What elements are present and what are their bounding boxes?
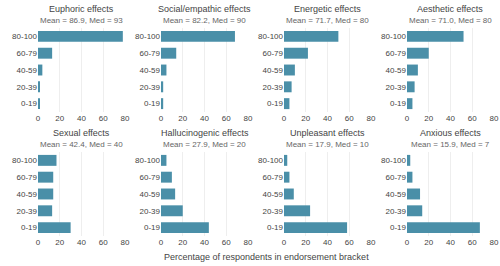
svg-text:0-19: 0-19: [144, 223, 161, 232]
svg-text:Mean = 27.9, Med = 20: Mean = 27.9, Med = 20: [163, 140, 246, 149]
svg-text:60-79: 60-79: [386, 173, 407, 182]
svg-text:Mean = 17.9, Med = 10: Mean = 17.9, Med = 10: [286, 140, 369, 149]
svg-text:Mean = 71.0, Med = 80: Mean = 71.0, Med = 80: [409, 16, 492, 25]
svg-text:20-39: 20-39: [386, 207, 407, 216]
svg-text:Mean = 82.2, Med = 90: Mean = 82.2, Med = 90: [163, 16, 246, 25]
svg-text:80: 80: [367, 238, 376, 247]
svg-text:Sexual effects: Sexual effects: [53, 128, 110, 138]
svg-text:0-19: 0-19: [390, 223, 407, 232]
svg-text:Aesthetic effects: Aesthetic effects: [417, 4, 483, 14]
svg-text:40-59: 40-59: [140, 66, 161, 75]
svg-text:20: 20: [178, 114, 187, 123]
svg-text:80: 80: [367, 114, 376, 123]
svg-text:20: 20: [424, 114, 433, 123]
svg-text:60-79: 60-79: [17, 49, 38, 58]
svg-text:0: 0: [282, 114, 287, 123]
svg-text:40: 40: [446, 114, 455, 123]
svg-text:Mean = 15.9, Med = 7: Mean = 15.9, Med = 7: [411, 140, 490, 149]
svg-text:40: 40: [77, 238, 86, 247]
svg-text:Mean = 42.4, Med = 40: Mean = 42.4, Med = 40: [40, 140, 123, 149]
svg-text:20: 20: [424, 238, 433, 247]
svg-text:40: 40: [323, 238, 332, 247]
svg-text:40-59: 40-59: [17, 66, 38, 75]
svg-text:20: 20: [178, 238, 187, 247]
svg-text:0-19: 0-19: [21, 99, 38, 108]
svg-text:40-59: 40-59: [386, 190, 407, 199]
svg-text:Percentage of respondents in e: Percentage of respondents in endorsement…: [164, 252, 369, 262]
svg-text:Euphoric effects: Euphoric effects: [49, 4, 114, 14]
svg-text:40-59: 40-59: [386, 66, 407, 75]
svg-text:40-59: 40-59: [17, 190, 38, 199]
svg-text:40-59: 40-59: [140, 190, 161, 199]
svg-text:60-79: 60-79: [140, 173, 161, 182]
svg-text:80-100: 80-100: [381, 156, 406, 165]
svg-text:40-59: 40-59: [263, 66, 284, 75]
svg-text:20-39: 20-39: [386, 83, 407, 92]
svg-text:80: 80: [244, 238, 253, 247]
svg-text:0: 0: [159, 114, 164, 123]
svg-text:Mean = 86.9, Med = 93: Mean = 86.9, Med = 93: [40, 16, 123, 25]
svg-text:60-79: 60-79: [17, 173, 38, 182]
svg-text:80: 80: [490, 114, 499, 123]
svg-text:60-79: 60-79: [386, 49, 407, 58]
svg-text:60-79: 60-79: [263, 49, 284, 58]
svg-text:20: 20: [55, 238, 64, 247]
svg-text:Social/empathic effects: Social/empathic effects: [158, 4, 251, 14]
svg-text:80-100: 80-100: [381, 32, 406, 41]
svg-text:0: 0: [282, 238, 287, 247]
svg-text:40: 40: [77, 114, 86, 123]
svg-text:80-100: 80-100: [12, 156, 37, 165]
svg-text:40: 40: [446, 238, 455, 247]
svg-text:60-79: 60-79: [263, 173, 284, 182]
svg-text:20-39: 20-39: [263, 83, 284, 92]
svg-text:80: 80: [490, 238, 499, 247]
svg-text:60: 60: [222, 114, 231, 123]
svg-text:Unpleasant effects: Unpleasant effects: [290, 128, 365, 138]
svg-text:60-79: 60-79: [140, 49, 161, 58]
svg-text:Anxious effects: Anxious effects: [420, 128, 481, 138]
svg-text:80: 80: [121, 238, 130, 247]
svg-text:20-39: 20-39: [17, 83, 38, 92]
svg-text:0: 0: [159, 238, 164, 247]
svg-text:60: 60: [345, 114, 354, 123]
svg-text:0-19: 0-19: [267, 223, 284, 232]
svg-text:0-19: 0-19: [390, 99, 407, 108]
svg-text:0: 0: [36, 114, 41, 123]
svg-text:Energetic effects: Energetic effects: [294, 4, 361, 14]
svg-text:20-39: 20-39: [140, 207, 161, 216]
svg-text:80-100: 80-100: [135, 32, 160, 41]
svg-text:20: 20: [301, 114, 310, 123]
svg-text:40: 40: [200, 238, 209, 247]
svg-text:80-100: 80-100: [258, 32, 283, 41]
svg-text:20-39: 20-39: [140, 83, 161, 92]
svg-text:80-100: 80-100: [135, 156, 160, 165]
svg-text:80: 80: [121, 114, 130, 123]
svg-text:60: 60: [99, 238, 108, 247]
svg-text:0-19: 0-19: [21, 223, 38, 232]
svg-text:0: 0: [36, 238, 41, 247]
svg-text:20: 20: [301, 238, 310, 247]
svg-text:40-59: 40-59: [263, 190, 284, 199]
svg-text:0: 0: [405, 114, 410, 123]
svg-text:40: 40: [323, 114, 332, 123]
svg-text:Hallucinogenic effects: Hallucinogenic effects: [161, 128, 249, 138]
svg-text:0: 0: [405, 238, 410, 247]
svg-text:60: 60: [222, 238, 231, 247]
svg-text:20-39: 20-39: [263, 207, 284, 216]
svg-text:60: 60: [468, 238, 477, 247]
svg-text:20: 20: [55, 114, 64, 123]
svg-text:80-100: 80-100: [258, 156, 283, 165]
svg-text:60: 60: [468, 114, 477, 123]
svg-text:40: 40: [200, 114, 209, 123]
svg-text:80-100: 80-100: [12, 32, 37, 41]
svg-text:20-39: 20-39: [17, 207, 38, 216]
svg-text:60: 60: [345, 238, 354, 247]
svg-text:Mean = 71.7, Med = 80: Mean = 71.7, Med = 80: [286, 16, 369, 25]
svg-text:0-19: 0-19: [267, 99, 284, 108]
svg-text:80: 80: [244, 114, 253, 123]
svg-text:0-19: 0-19: [144, 99, 161, 108]
svg-text:60: 60: [99, 114, 108, 123]
